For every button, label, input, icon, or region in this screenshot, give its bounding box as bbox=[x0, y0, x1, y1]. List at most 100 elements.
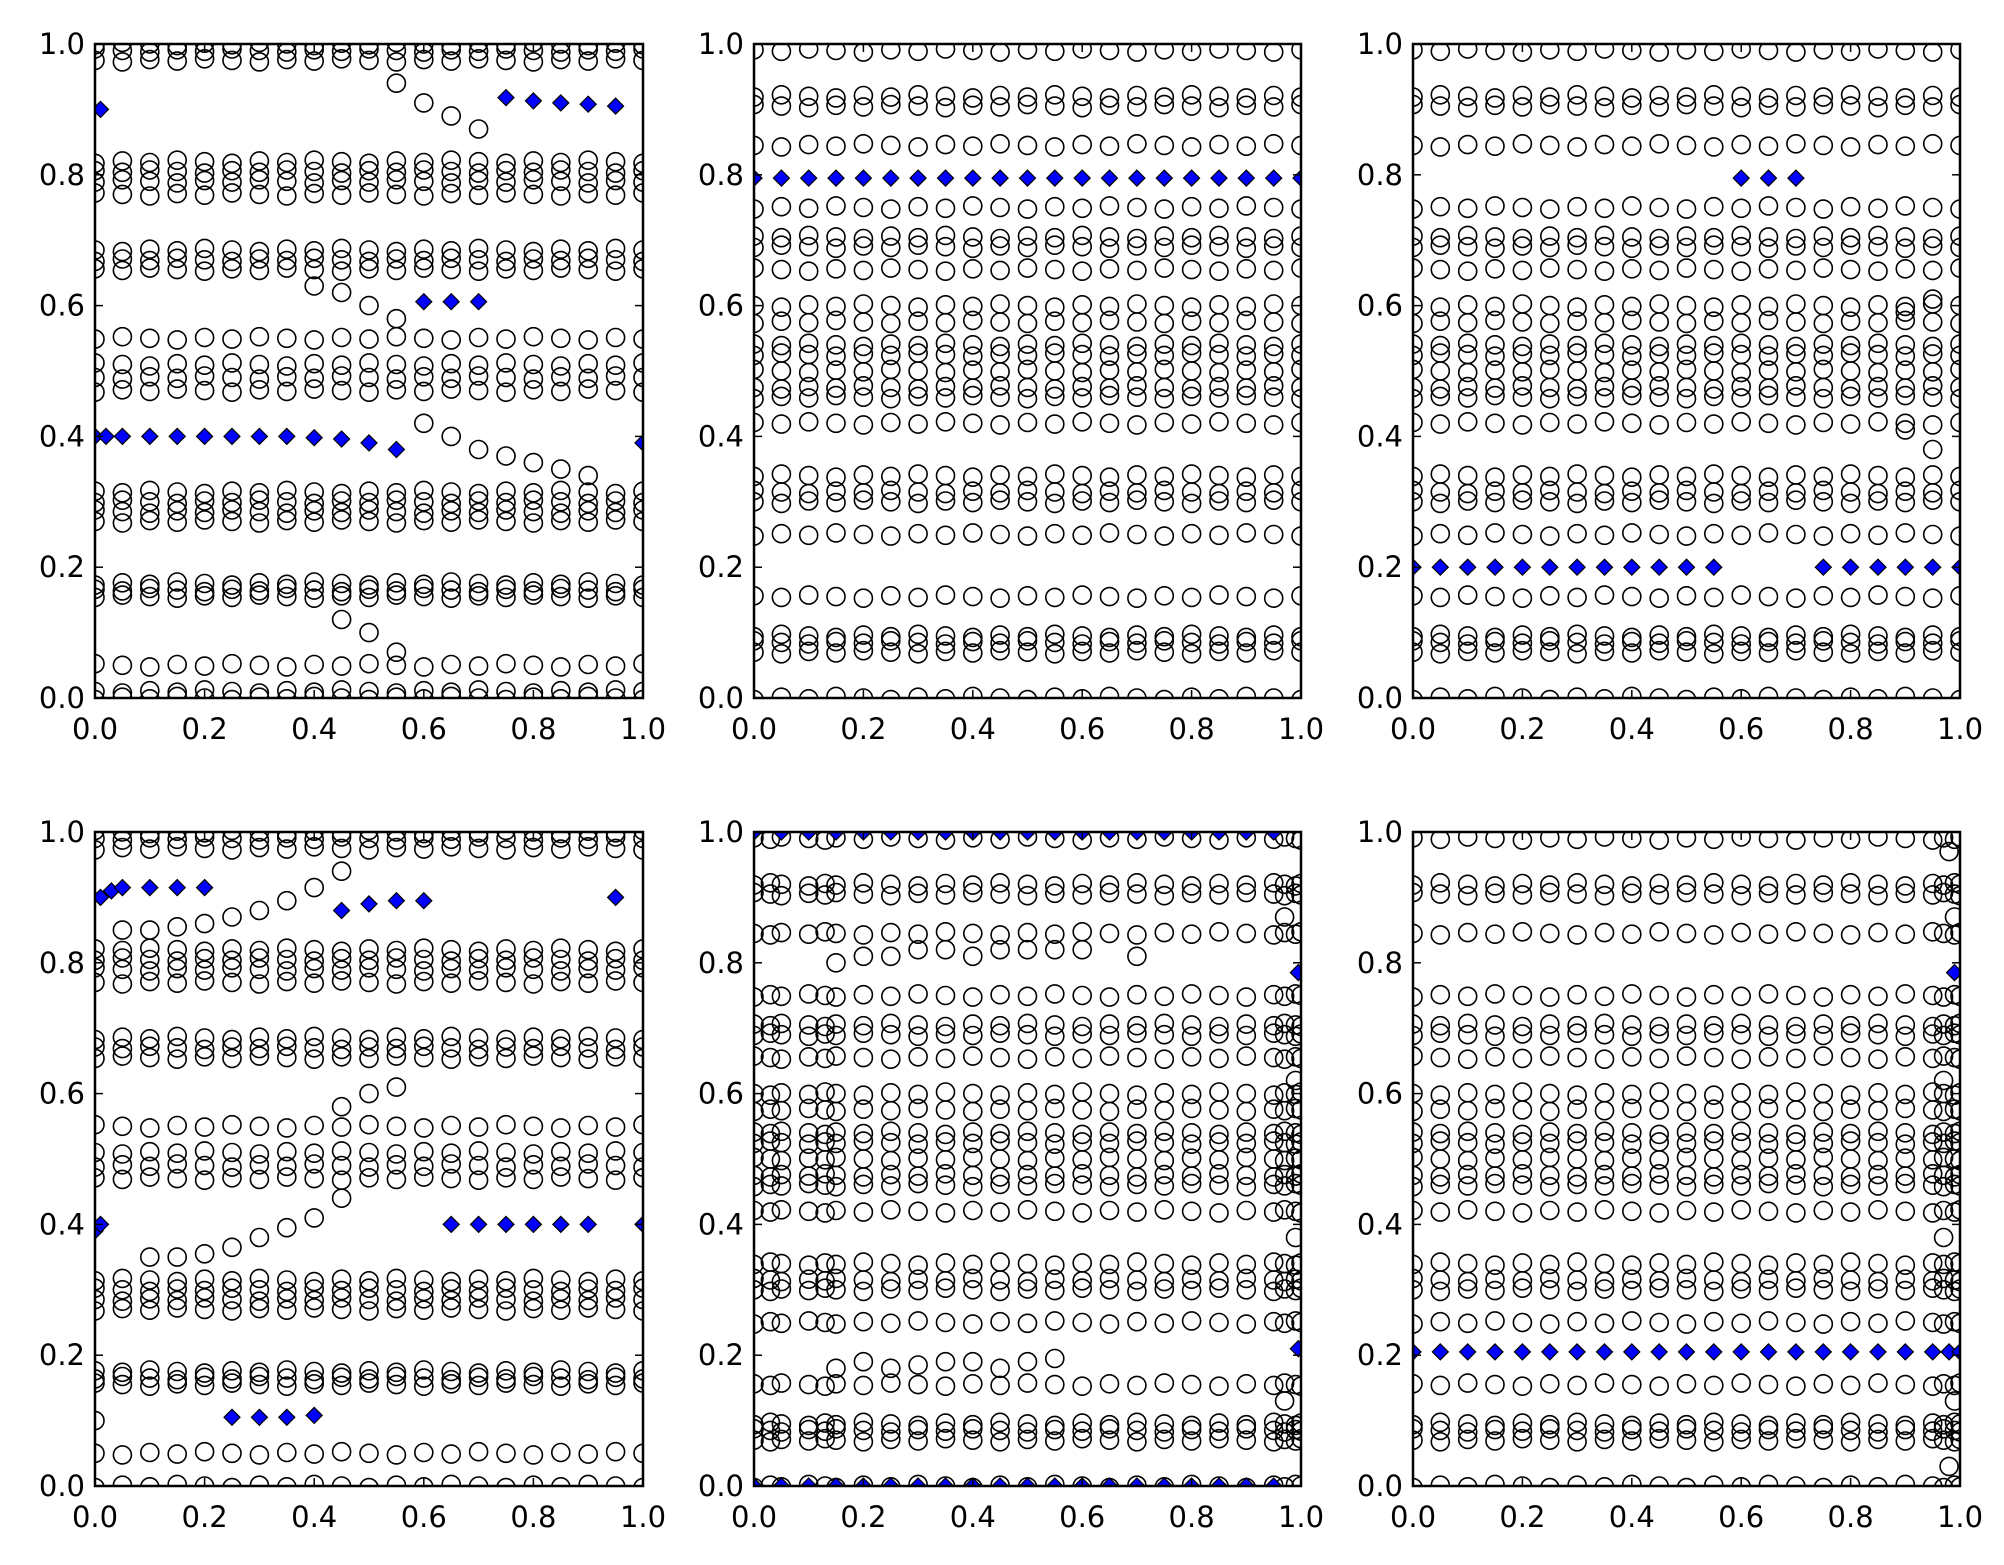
circle-point bbox=[386, 1077, 407, 1097]
circle-point bbox=[1430, 343, 1451, 363]
circle-point bbox=[167, 44, 187, 60]
circle-point bbox=[1457, 294, 1478, 315]
circle-point bbox=[1181, 1280, 1202, 1301]
circle-point bbox=[1291, 135, 1301, 156]
circle-point bbox=[1840, 1085, 1861, 1105]
circle-point bbox=[1758, 467, 1779, 488]
circle-point bbox=[880, 626, 901, 647]
circle-point bbox=[304, 1374, 325, 1394]
circle-point bbox=[1285, 1474, 1301, 1486]
circle-point bbox=[1413, 1280, 1423, 1300]
circle-point bbox=[496, 653, 516, 674]
circle-point bbox=[1099, 1083, 1120, 1104]
circle-point bbox=[1072, 44, 1092, 59]
circle-point bbox=[754, 1176, 764, 1197]
circle-point bbox=[1099, 1314, 1120, 1334]
circle-point bbox=[908, 414, 928, 434]
circle-point bbox=[496, 1278, 516, 1298]
circle-point bbox=[276, 480, 297, 501]
circle-point bbox=[1457, 585, 1478, 605]
circle-point bbox=[1485, 1419, 1505, 1440]
circle-point bbox=[1017, 832, 1038, 847]
circle-point bbox=[1594, 1279, 1615, 1299]
circle-point bbox=[1236, 467, 1257, 488]
circle-point bbox=[304, 1168, 325, 1189]
circle-point bbox=[1430, 414, 1451, 434]
circle-point bbox=[578, 832, 598, 850]
circle-point bbox=[1274, 1391, 1295, 1411]
diamond-point bbox=[1896, 1343, 1915, 1361]
circle-point bbox=[935, 1100, 956, 1120]
circle-point bbox=[1154, 466, 1175, 487]
y-tick-label: 0.0 bbox=[698, 1469, 744, 1503]
circle-point bbox=[771, 624, 792, 645]
circle-point bbox=[1676, 377, 1697, 398]
circle-point bbox=[990, 260, 1010, 281]
circle-point bbox=[550, 258, 571, 278]
diamond-point bbox=[1073, 169, 1092, 187]
circle-point bbox=[1285, 1070, 1301, 1091]
circle-point bbox=[414, 680, 434, 698]
circle-point bbox=[1017, 1121, 1038, 1142]
circle-point bbox=[1649, 873, 1669, 894]
circle-point bbox=[222, 1373, 242, 1393]
circle-point bbox=[1099, 631, 1120, 652]
circle-point bbox=[441, 173, 462, 193]
circle-point bbox=[1072, 832, 1092, 850]
circle-point bbox=[112, 655, 133, 676]
circle-point bbox=[112, 832, 133, 850]
circle-point bbox=[249, 1445, 270, 1465]
circle-point bbox=[908, 227, 928, 248]
circle-point bbox=[1099, 1268, 1120, 1289]
circle-point bbox=[1485, 1015, 1505, 1035]
circle-point bbox=[1704, 632, 1724, 653]
circle-point bbox=[1922, 228, 1943, 249]
circle-point bbox=[359, 1361, 379, 1381]
circle-point bbox=[413, 503, 434, 524]
circle-point bbox=[935, 198, 956, 219]
circle-point bbox=[605, 1117, 626, 1137]
circle-point bbox=[1236, 1280, 1257, 1300]
circle-point bbox=[1731, 344, 1751, 365]
circle-point bbox=[1567, 1432, 1587, 1452]
circle-point bbox=[754, 135, 764, 156]
circle-point bbox=[441, 654, 462, 675]
circle-point bbox=[935, 1175, 956, 1195]
circle-point bbox=[1236, 643, 1257, 663]
x-tick-label: 1.0 bbox=[1278, 1500, 1324, 1534]
circle-point bbox=[798, 1026, 819, 1047]
circle-point bbox=[1457, 1164, 1478, 1185]
circle-point bbox=[1895, 310, 1916, 331]
circle-point bbox=[304, 1115, 325, 1136]
circle-point bbox=[853, 294, 874, 314]
circle-point bbox=[1758, 492, 1779, 513]
circle-point bbox=[1291, 985, 1301, 1006]
circle-point bbox=[1704, 624, 1724, 645]
circle-point bbox=[962, 1025, 983, 1046]
circle-point bbox=[1933, 1014, 1954, 1034]
circle-point bbox=[1594, 1164, 1615, 1185]
circle-point bbox=[1594, 236, 1615, 257]
circle-point bbox=[1540, 987, 1560, 1007]
circle-point bbox=[908, 632, 928, 653]
circle-point bbox=[962, 310, 983, 331]
circle-point bbox=[249, 1046, 270, 1066]
circle-point bbox=[550, 1167, 571, 1187]
circle-point bbox=[1154, 1049, 1175, 1069]
diamond-point bbox=[1622, 1343, 1641, 1361]
circle-point bbox=[523, 1362, 544, 1383]
circle-point bbox=[1291, 832, 1301, 850]
circle-point bbox=[1154, 1429, 1175, 1450]
circle-point bbox=[1567, 624, 1587, 645]
circle-point bbox=[1045, 1280, 1065, 1301]
circle-point bbox=[771, 235, 792, 255]
x-tick-label: 0.2 bbox=[1499, 1500, 1545, 1534]
circle-point bbox=[112, 572, 133, 593]
circle-point bbox=[222, 1278, 242, 1298]
circle-point bbox=[304, 1026, 325, 1047]
circle-point bbox=[167, 1444, 187, 1464]
circle-point bbox=[815, 1082, 835, 1102]
circle-point bbox=[1181, 624, 1202, 645]
circle-point bbox=[167, 183, 187, 204]
